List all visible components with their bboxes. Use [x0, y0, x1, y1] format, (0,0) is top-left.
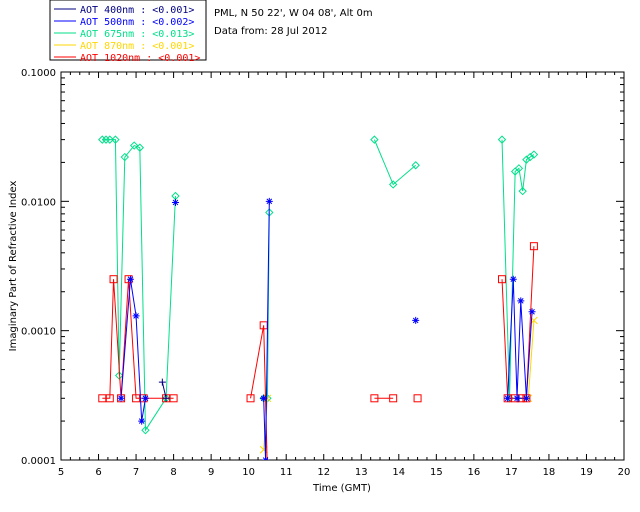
data-point: [262, 456, 270, 460]
data-point: [260, 394, 268, 402]
x-tick-label: 5: [58, 467, 64, 478]
data-point: [412, 316, 420, 324]
series-layer: [98, 135, 539, 476]
data-point: [525, 152, 535, 162]
x-tick-label: 10: [242, 467, 255, 478]
y-tick-label: 0.0001: [21, 456, 56, 467]
x-tick-label: 11: [280, 467, 293, 478]
legend-label: AOT 500nm : <0.002>: [80, 17, 194, 28]
series-0: [158, 378, 523, 402]
data-point: [114, 371, 124, 380]
x-tick-label: 14: [392, 467, 405, 478]
legend-box: [49, 0, 207, 61]
data-point: [98, 135, 107, 144]
date-info: Data from: 28 Jul 2012: [214, 26, 327, 37]
x-tick-label: 9: [208, 467, 214, 478]
data-point: [126, 275, 134, 283]
x-tick-label: 7: [133, 467, 139, 478]
x-tick-label: 20: [618, 467, 631, 478]
data-point: [498, 275, 507, 284]
y-tick-label: 0.0010: [21, 327, 56, 338]
data-point: [246, 394, 255, 403]
axes: 5 6 7 8 9 10 11 12 13 14 15 16 17 18 19 20 0.0001 0.0010 0…: [21, 68, 630, 478]
x-tick-label: 18: [543, 467, 556, 478]
data-point: [514, 164, 524, 173]
data-point: [132, 312, 140, 320]
series-line: [527, 320, 535, 399]
legend-label: AOT 400nm : <0.001>: [80, 5, 194, 16]
series-line: [102, 139, 176, 432]
data-point: [135, 143, 145, 152]
series-line: [102, 279, 174, 399]
data-point: [504, 394, 512, 402]
data-point: [389, 394, 398, 403]
x-axis-title: Time (GMT): [312, 483, 371, 494]
data-point: [529, 242, 538, 251]
data-point: [109, 275, 118, 284]
data-point: [388, 180, 398, 189]
series-3: [259, 316, 538, 454]
x-tick-label: 19: [580, 467, 593, 478]
legend-label: AOT 870nm : <0.001>: [80, 41, 194, 52]
data-point: [129, 141, 139, 150]
x-tick-label: 15: [430, 467, 443, 478]
data-point: [138, 417, 146, 425]
x-tick-label: 6: [95, 467, 101, 478]
series-line: [263, 201, 270, 460]
legend: AOT 400nm : <0.001>AOT 500nm : <0.002>AO…: [49, 0, 207, 64]
series-line: [373, 139, 417, 186]
legend-label: AOT 675nm : <0.013>: [80, 29, 194, 40]
data-point: [117, 394, 125, 402]
data-point: [162, 394, 170, 402]
x-tick-label: 17: [505, 467, 518, 478]
data-point: [413, 394, 422, 403]
data-point: [132, 394, 141, 403]
x-tick-label: 16: [467, 467, 480, 478]
data-point: [120, 152, 130, 162]
data-point: [141, 394, 149, 402]
data-point: [497, 135, 507, 144]
series-line: [161, 382, 167, 399]
series-2: [98, 135, 539, 435]
data-point: [411, 161, 420, 170]
x-tick-label: 13: [355, 467, 368, 478]
data-point: [158, 378, 166, 386]
data-point: [529, 150, 539, 159]
data-point: [513, 394, 521, 402]
y-tick-label: 0.1000: [21, 68, 56, 79]
data-point: [101, 135, 111, 144]
data-point: [517, 297, 525, 305]
series-4: [98, 242, 538, 476]
data-point: [264, 469, 271, 476]
x-tick-label: 12: [317, 467, 330, 478]
data-point: [141, 425, 150, 435]
y-tick-label: 0.0100: [21, 197, 56, 208]
x-tick-label: 8: [170, 467, 176, 478]
y-axis-title: Imaginary Part of Refractive Index: [8, 181, 19, 352]
legend-label: AOT 1020nm : <0.001>: [80, 53, 200, 64]
data-point: [105, 135, 115, 144]
series-line: [501, 139, 535, 399]
data-point: [265, 197, 273, 205]
series-1: [117, 197, 536, 460]
series-line: [507, 279, 533, 399]
data-point: [171, 198, 179, 206]
data-point: [370, 394, 379, 403]
site-info: PML, N 50 22', W 04 08', Alt 0m: [214, 8, 373, 19]
data-point: [518, 186, 527, 196]
data-point: [105, 394, 114, 403]
data-point: [509, 275, 517, 283]
data-point: [528, 308, 536, 316]
data-point: [522, 394, 530, 402]
data-point: [169, 394, 178, 403]
data-point: [111, 135, 120, 144]
data-point: [98, 394, 107, 403]
data-point: [370, 135, 379, 144]
